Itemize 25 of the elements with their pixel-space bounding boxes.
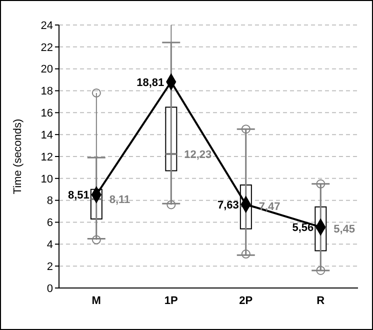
- y-tick-label: 0: [46, 282, 53, 295]
- y-tick-label: 10: [40, 173, 53, 186]
- y-tick-label: 12: [40, 151, 53, 164]
- y-tick-label: 8: [46, 195, 53, 208]
- annotation: 12,23: [184, 148, 212, 161]
- data-label: 18,81: [136, 76, 164, 89]
- annotation: 7,47: [258, 201, 280, 214]
- x-tick-label: R: [316, 294, 325, 307]
- x-tick-label: 1P: [164, 294, 178, 307]
- data-label: 7,63: [217, 199, 239, 212]
- y-tick-label: 20: [40, 64, 53, 76]
- y-tick-label: 4: [46, 239, 53, 252]
- y-tick-label: 18: [40, 86, 53, 98]
- annotation: 8,11: [109, 194, 130, 206]
- y-tick-label: 24: [40, 20, 53, 32]
- y-tick-label: 6: [46, 217, 53, 230]
- y-tick-label: 16: [40, 108, 53, 120]
- y-axis-title: Time (seconds): [12, 118, 24, 194]
- y-tick-label: 22: [40, 42, 53, 54]
- annotation: 5,45: [334, 223, 356, 236]
- y-tick-label: 2: [46, 260, 53, 273]
- data-label: 8,51: [68, 190, 90, 202]
- x-tick-label: M: [92, 294, 101, 307]
- y-tick-label: 14: [40, 129, 53, 142]
- x-tick-label: 2P: [239, 294, 253, 307]
